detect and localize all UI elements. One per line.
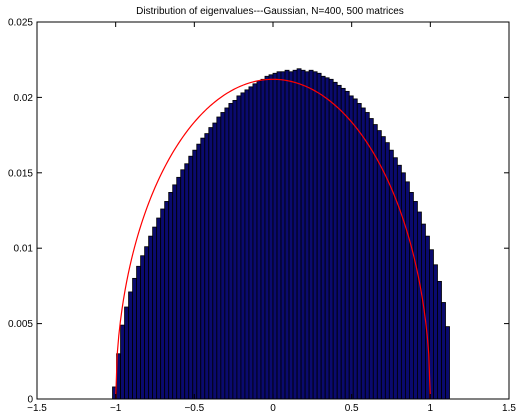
histogram-bar — [445, 326, 450, 400]
histogram-bar — [164, 201, 170, 400]
histogram-bar — [252, 83, 258, 400]
histogram-bar — [264, 75, 270, 400]
histogram-bar — [417, 211, 422, 400]
y-tick-label: 0.025 — [8, 18, 33, 29]
histogram-bar — [344, 90, 350, 400]
x-tick-label: −1 — [110, 403, 122, 414]
histogram-bar — [236, 95, 242, 400]
histogram-bar — [240, 92, 246, 400]
histogram-bar — [276, 71, 282, 400]
x-tick-label: 0.5 — [345, 403, 359, 414]
x-tick-label: 1.5 — [502, 403, 516, 414]
histogram-bar — [200, 137, 206, 400]
histogram-bar — [168, 192, 174, 400]
histogram-bar — [312, 71, 318, 400]
histogram-bar — [376, 130, 382, 400]
histogram-bar — [304, 71, 310, 400]
histogram-bar — [124, 306, 129, 400]
histogram-bar — [260, 78, 266, 400]
y-tick-label: 0.01 — [14, 244, 34, 255]
histogram-bar — [400, 172, 406, 400]
x-tick-label: −1.5 — [27, 403, 47, 414]
histogram-bar — [152, 226, 158, 400]
histogram-bar — [196, 143, 202, 400]
histogram-bar — [284, 69, 290, 400]
y-tick-label: 0.02 — [14, 93, 34, 104]
histogram-bar — [192, 149, 198, 400]
histogram-bar — [204, 133, 210, 400]
histogram-bar — [425, 235, 430, 400]
histogram-bar — [396, 164, 402, 400]
histogram-bar — [300, 69, 306, 400]
histogram-bar — [180, 169, 186, 400]
histogram-bar — [228, 103, 234, 400]
histogram-bar — [256, 80, 262, 400]
histogram-bar — [340, 87, 346, 400]
histogram-bar — [433, 264, 438, 400]
histogram-bar — [224, 107, 230, 400]
histogram-bar — [128, 291, 133, 400]
y-tick-label: 0 — [27, 395, 33, 406]
x-tick-label: −0.5 — [184, 403, 204, 414]
histogram-bar — [441, 302, 446, 400]
histogram-bar — [296, 68, 302, 400]
histogram-bar — [244, 89, 250, 400]
histogram-bar — [288, 71, 294, 400]
histogram-bar — [316, 72, 322, 400]
histogram-bar — [272, 72, 278, 400]
x-axis-ticks: −1.5 −1 −0.5 0 0.5 1 1.5 — [27, 22, 516, 414]
histogram-bar — [292, 69, 298, 400]
histogram-bar — [364, 112, 370, 400]
y-tick-label: 0.005 — [8, 319, 33, 330]
semicircle-curve — [115, 78, 431, 400]
histogram-bar — [352, 98, 358, 400]
histogram-bar — [348, 95, 354, 400]
histogram-bar — [328, 78, 334, 400]
y-axis-ticks: 0 0.005 0.01 0.015 0.02 0.025 — [8, 18, 509, 406]
histogram-bar — [232, 100, 238, 400]
y-tick-label: 0.015 — [8, 168, 33, 179]
histogram-bar — [320, 75, 326, 400]
histogram-bar — [360, 107, 366, 400]
histogram-bar — [409, 192, 414, 400]
histogram-bar — [356, 103, 362, 400]
histogram-bar — [156, 217, 162, 400]
histogram-bar — [336, 84, 342, 400]
x-tick-label: 1 — [428, 403, 434, 414]
histogram-bar — [212, 122, 218, 400]
histogram-bar — [188, 155, 194, 400]
histogram-bar — [404, 181, 410, 400]
histogram-bar — [208, 127, 214, 400]
histogram-bar — [140, 255, 146, 400]
histogram-bar — [268, 74, 274, 400]
histogram-bar — [413, 201, 418, 400]
histogram-bar — [132, 277, 137, 400]
histogram-bar — [324, 77, 330, 400]
histogram-bar — [332, 81, 338, 400]
histogram-bar — [248, 86, 254, 400]
histogram-bar — [280, 71, 286, 400]
histogram-bar — [184, 163, 190, 400]
histogram-bar — [172, 184, 178, 400]
histogram-bar — [380, 136, 386, 400]
histogram-bar — [136, 265, 142, 400]
histogram-bar — [220, 112, 226, 400]
histogram-bar — [368, 118, 374, 400]
histogram-bar — [160, 208, 166, 400]
histogram-bar — [148, 235, 154, 400]
histogram-bar — [144, 246, 150, 400]
histogram-bar — [308, 69, 314, 400]
histogram-bar — [216, 116, 222, 400]
histogram-bar — [120, 324, 125, 400]
histogram-bar — [176, 176, 182, 400]
histogram-bar — [437, 280, 442, 400]
chart-title: Distribution of eigenvalues---Gaussian, … — [136, 6, 404, 17]
histogram-bar — [372, 124, 378, 400]
x-tick-label: 0 — [270, 403, 276, 414]
